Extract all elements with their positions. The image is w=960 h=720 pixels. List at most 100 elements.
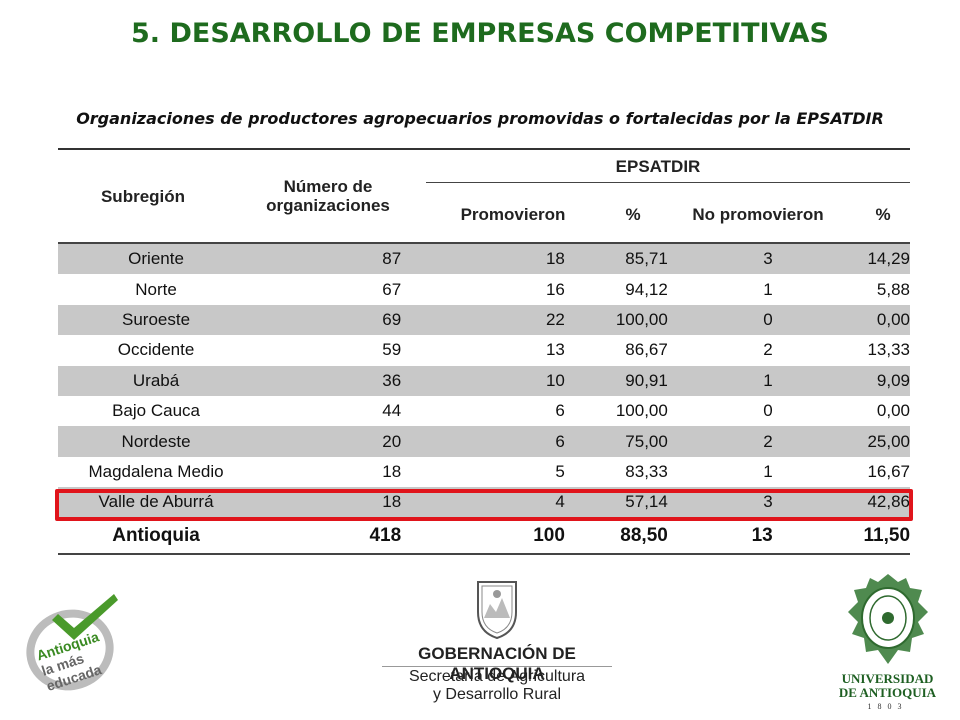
- cell-no-promovieron: 3: [763, 492, 773, 512]
- cell-subregion: Urabá: [132, 370, 180, 390]
- total-num: 418: [369, 524, 402, 546]
- cell-pct2: 0,00: [876, 401, 911, 421]
- cell-no-promovieron: 2: [763, 340, 773, 360]
- header-group-epsatdir: EPSATDIR: [615, 157, 701, 176]
- data-table: Subregión Número de organizaciones EPSAT…: [58, 148, 910, 555]
- cell-promovieron: 22: [545, 309, 565, 329]
- cell-pct2: 13,33: [867, 340, 911, 360]
- highlight-box: [55, 489, 913, 521]
- cell-no-promovieron: 0: [763, 309, 773, 329]
- cell-subregion: Nordeste: [121, 431, 191, 451]
- gov-divider: [382, 666, 612, 667]
- gov-subtitle-line1: Secretaría de Agricultura: [408, 668, 586, 685]
- cell-subregion: Bajo Cauca: [112, 401, 200, 421]
- cell-num: 36: [382, 370, 402, 390]
- cell-pct2: 42,86: [867, 492, 911, 512]
- cell-no-promovieron: 1: [763, 370, 773, 390]
- cell-pct: 85,71: [625, 249, 668, 269]
- header-num-org-line2: organizaciones: [266, 195, 390, 215]
- cell-num: 18: [382, 492, 402, 512]
- table-row: Oriente 87 18 85,71 3 14,29: [58, 244, 911, 275]
- cell-pct2: 14,29: [867, 249, 911, 269]
- cell-subregion: Occidente: [117, 340, 195, 360]
- udea-name: UNIVERSIDAD DE ANTIOQUIA: [830, 671, 945, 701]
- cell-no-promovieron: 2: [763, 431, 773, 451]
- table-row: Magdalena Medio 18 5 83,33 1 16,67: [58, 456, 911, 488]
- cell-num: 20: [382, 431, 402, 451]
- cell-promovieron: 10: [545, 370, 565, 390]
- header-pct-promovieron: %: [625, 205, 641, 224]
- cell-promovieron: 6: [555, 401, 565, 421]
- cell-subregion: Oriente: [128, 249, 184, 269]
- cell-num: 44: [382, 401, 402, 421]
- cell-promovieron: 13: [545, 340, 565, 360]
- cell-no-promovieron: 1: [763, 461, 773, 481]
- cell-num: 67: [382, 279, 402, 299]
- cell-no-promovieron: 0: [763, 401, 773, 421]
- cell-promovieron: 18: [545, 249, 565, 269]
- antioquia-educada-logo: Antioquia la más educada: [26, 594, 118, 694]
- cell-pct: 86,67: [625, 340, 668, 360]
- table-row: Nordeste 20 6 75,00 2 25,00: [58, 426, 911, 457]
- page-title: 5. DESARROLLO DE EMPRESAS COMPETITIVAS: [131, 18, 829, 49]
- cell-pct2: 0,00: [876, 309, 911, 329]
- table-row: Urabá 36 10 90,91 1 9,09: [58, 365, 911, 396]
- table-header: Subregión Número de organizaciones EPSAT…: [58, 150, 910, 244]
- cell-promovieron: 16: [545, 279, 565, 299]
- cell-promovieron: 4: [555, 492, 565, 512]
- gov-title: GOBERNACIÓN DE ANTIOQUIA: [418, 644, 576, 683]
- header-pct-no-promovieron: %: [875, 205, 891, 224]
- table-top-border: [58, 148, 910, 150]
- header-group-divider: [426, 182, 910, 183]
- cell-pct: 100,00: [615, 309, 668, 329]
- cell-pct: 57,14: [625, 492, 668, 512]
- cell-num: 59: [382, 340, 402, 360]
- total-noprom: 13: [751, 524, 773, 546]
- udea-name-line2: DE ANTIOQUIA: [838, 685, 937, 701]
- table-body: Oriente 87 18 85,71 3 14,29 Norte 67 16 94,12 1 5,8…: [58, 244, 910, 518]
- cell-pct: 100,00: [615, 401, 668, 421]
- cell-no-promovieron: 1: [763, 279, 773, 299]
- table-row: Suroeste 69 22 100,00 0 0,00: [58, 304, 911, 336]
- page-subtitle: Organizaciones de productores agropecuar…: [76, 109, 884, 128]
- cell-promovieron: 6: [555, 431, 565, 451]
- coat-of-arms-icon: [477, 581, 517, 640]
- cell-pct: 90,91: [625, 370, 668, 390]
- udea-name-line1: UNIVERSIDAD: [841, 671, 934, 686]
- header-num-org-line1: Número de: [283, 177, 373, 196]
- gov-subtitle: Secretaría de Agricultura y Desarrollo R…: [372, 668, 622, 705]
- udea-seal-icon: [848, 574, 928, 664]
- cell-pct2: 25,00: [867, 431, 911, 451]
- cell-pct2: 16,67: [867, 461, 911, 481]
- udea-logo: UNIVERSIDAD DE ANTIOQUIA 1803: [830, 572, 945, 712]
- table-row: Occidente 59 13 86,67 2 13,33: [58, 335, 911, 366]
- cell-pct2: 5,88: [876, 279, 911, 299]
- cell-no-promovieron: 3: [763, 249, 773, 269]
- table-row: Bajo Cauca 44 6 100,00 0 0,00: [58, 395, 911, 427]
- header-no-promovieron: No promovieron: [692, 205, 824, 224]
- udea-year: 1803: [867, 702, 908, 711]
- cell-pct: 75,00: [625, 431, 668, 451]
- cell-num: 87: [382, 249, 402, 269]
- cell-pct: 94,12: [625, 279, 668, 299]
- cell-subregion: Magdalena Medio: [88, 461, 224, 481]
- cell-num: 69: [382, 309, 402, 329]
- table-row: Norte 67 16 94,12 1 5,88: [58, 274, 911, 305]
- cell-pct: 83,33: [625, 461, 668, 481]
- cell-subregion: Valle de Aburrá: [98, 492, 214, 512]
- cell-subregion: Suroeste: [122, 309, 191, 329]
- total-prom: 100: [533, 524, 565, 546]
- total-subregion: Antioquia: [112, 524, 200, 546]
- table-total-row: Antioquia 418 100 88,50 13 11,50: [58, 517, 911, 555]
- cell-subregion: Norte: [135, 279, 177, 299]
- cell-promovieron: 5: [555, 461, 565, 481]
- header-subregion: Subregión: [100, 187, 186, 206]
- cell-pct2: 9,09: [876, 370, 911, 390]
- header-num-org: Número de organizaciones: [248, 177, 408, 215]
- gov-subtitle-line2: y Desarrollo Rural: [432, 686, 562, 704]
- total-pct: 88,50: [620, 524, 668, 546]
- total-pct2: 11,50: [863, 524, 911, 546]
- header-promovieron: Promovieron: [460, 205, 566, 224]
- gobernacion-logo: GOBERNACIÓN DE ANTIOQUIA Secretaría de A…: [372, 578, 622, 708]
- cell-num: 18: [382, 461, 402, 481]
